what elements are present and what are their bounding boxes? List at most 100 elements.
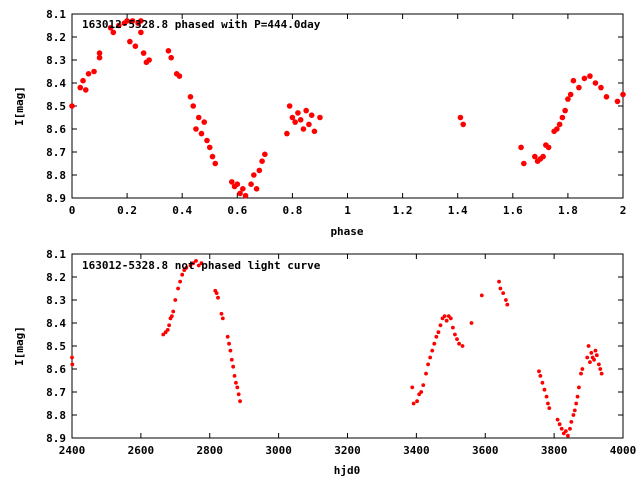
plot-title: 163012-5328.8 phased with P=444.0day: [82, 18, 321, 31]
data-point: [556, 121, 563, 128]
data-point: [592, 357, 596, 362]
data-point: [574, 401, 579, 406]
data-point: [518, 144, 524, 151]
x-tick-label: 0.2: [117, 204, 137, 217]
data-point: [237, 190, 243, 197]
data-point: [187, 94, 194, 100]
data-point: [559, 426, 564, 431]
data-point: [284, 130, 290, 137]
data-point: [620, 91, 626, 98]
data-point: [167, 323, 172, 328]
data-point: [193, 126, 199, 132]
data-point: [129, 18, 136, 24]
y-tick-label: 8.7: [46, 146, 66, 159]
data-point: [444, 318, 449, 323]
axis-ticks: [71, 13, 624, 199]
data-point: [85, 71, 92, 77]
data-point: [555, 417, 560, 422]
data-point: [419, 390, 424, 394]
data-point: [434, 334, 439, 339]
data-point: [227, 341, 231, 346]
y-tick-label: 8.8: [46, 409, 66, 422]
data-point: [236, 392, 241, 397]
data-point: [161, 332, 166, 337]
data-point: [199, 261, 204, 266]
y-tick-labels: 8.1 8.2 8.3 8.4 8.5 8.6 8.7 8.8 8.9: [46, 248, 66, 445]
data-point: [232, 374, 237, 378]
data-point: [430, 348, 435, 353]
data-point: [138, 18, 144, 24]
data-point: [542, 387, 547, 392]
data-point: [228, 179, 235, 185]
x-tick-label: 0: [69, 204, 76, 217]
data-point: [212, 160, 219, 167]
data-point: [317, 114, 323, 121]
data-point: [559, 114, 566, 121]
data-point: [457, 341, 461, 346]
y-tick-label: 8.1: [46, 248, 66, 261]
data-point: [460, 121, 467, 128]
data-point: [589, 351, 594, 355]
data-point: [594, 353, 599, 358]
data-point: [190, 103, 197, 109]
x-tick-label: 3600: [472, 444, 499, 457]
data-point: [286, 103, 293, 109]
data-point: [242, 192, 249, 199]
data-point: [585, 355, 590, 360]
data-point: [196, 263, 201, 268]
data-point: [80, 77, 86, 84]
data-point: [214, 291, 219, 295]
data-point: [479, 293, 484, 298]
data-points: [69, 18, 626, 199]
data-point: [565, 96, 571, 102]
data-point: [581, 75, 588, 82]
plot-title: 163012-5328.8 not phased light curve: [82, 259, 321, 272]
data-point: [240, 186, 246, 192]
data-point: [501, 291, 506, 295]
x-tick-label: 3200: [334, 444, 361, 457]
x-tick-label: 4000: [610, 444, 637, 457]
data-point: [497, 279, 501, 284]
data-point: [140, 50, 147, 56]
data-point: [195, 114, 202, 121]
x-tick-label: 1.6: [503, 204, 523, 217]
data-point: [219, 311, 224, 316]
x-tick-label: 0.8: [282, 204, 302, 217]
y-tick-labels: 8.1 8.2 8.3 8.4 8.5 8.6 8.7 8.8 8.9: [46, 8, 66, 205]
x-tick-label: 3400: [403, 444, 430, 457]
data-point: [426, 362, 430, 367]
data-point: [206, 144, 213, 151]
data-point: [421, 383, 426, 387]
data-point: [91, 68, 97, 75]
y-tick-label: 8.2: [46, 271, 66, 284]
data-point: [297, 117, 304, 123]
y-axis-label: I[mag]: [13, 86, 26, 126]
data-point: [579, 371, 583, 376]
data-point: [448, 316, 453, 321]
data-point: [436, 330, 441, 335]
data-point: [577, 385, 581, 390]
data-point: [194, 259, 198, 263]
y-tick-label: 8.3: [46, 54, 66, 67]
data-point: [220, 316, 225, 321]
data-point: [603, 94, 610, 100]
y-tick-label: 8.5: [46, 340, 66, 353]
data-point: [235, 385, 240, 390]
data-point: [169, 314, 174, 318]
x-tick-label: 3000: [265, 444, 292, 457]
data-point: [614, 98, 621, 105]
y-axis-label: I[mag]: [13, 326, 26, 366]
x-tick-label: 1: [344, 204, 351, 217]
data-point: [201, 119, 208, 125]
data-point: [173, 298, 178, 302]
axis-ticks: [71, 253, 624, 439]
data-point: [580, 367, 585, 371]
x-tick-label: 2: [620, 204, 627, 217]
data-point: [77, 84, 84, 91]
data-point: [544, 394, 549, 399]
data-point: [469, 321, 474, 325]
data-point: [184, 265, 189, 270]
data-point: [540, 380, 545, 385]
data-point: [127, 38, 133, 45]
data-point: [165, 328, 170, 332]
